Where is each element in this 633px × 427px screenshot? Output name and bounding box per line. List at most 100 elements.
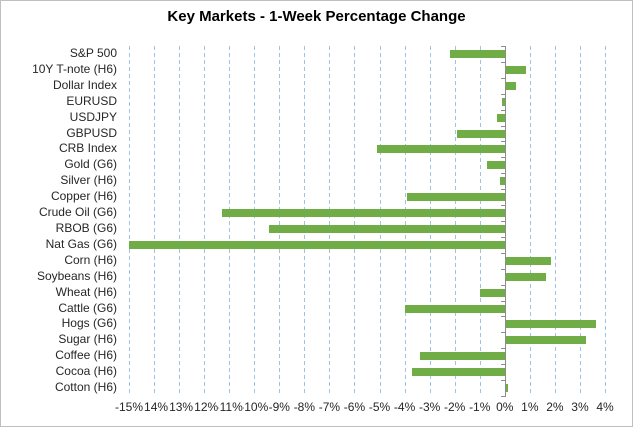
category-label: Gold (G6): [64, 157, 117, 172]
axis-tick: [500, 205, 506, 206]
gridline: [304, 46, 306, 396]
value-tick-label: -3%: [418, 400, 441, 414]
category-axis: S&P 500 10Y T-note (H6) Dollar Index EURUSD…: [1, 46, 117, 396]
value-tick-label: 1%: [520, 400, 539, 414]
value-tick-label: 3%: [570, 400, 590, 414]
gridline: [404, 46, 406, 396]
axis-tick: [500, 332, 506, 333]
axis-tick: [500, 189, 506, 190]
bar-s-p-500: [449, 49, 505, 58]
bar-crb-index: [377, 145, 505, 154]
gridline: [429, 46, 431, 396]
bar-silver-h6: [499, 177, 505, 186]
value-tick-label: -14%: [139, 400, 169, 414]
category-label: Dollar Index: [52, 77, 117, 92]
bar-hogs-g6: [505, 320, 596, 329]
bar-wheat-h6: [479, 288, 505, 297]
bar-cotton-h6: [505, 384, 509, 393]
value-tick-label: -13%: [164, 400, 194, 414]
value-tick-label: 2%: [545, 400, 565, 414]
value-tick-label: 0%: [495, 400, 514, 414]
axis-tick: [500, 237, 506, 238]
category-label: Hogs (G6): [61, 316, 117, 331]
axis-tick: [500, 78, 506, 79]
bar-corn-h6: [505, 256, 551, 265]
value-tick-label: -8%: [293, 400, 316, 414]
chart-title: Key Markets - 1-Week Percentage Change: [167, 8, 466, 25]
gridline: [579, 46, 581, 396]
gridline: [554, 46, 556, 396]
category-label: Cocoa (H6): [55, 364, 117, 379]
bar-cocoa-h6: [412, 368, 505, 377]
bar-dollar-index: [505, 81, 516, 90]
bar-gbpusd: [457, 129, 505, 138]
category-label: USDJPY: [69, 109, 117, 124]
value-tick-label: -11%: [215, 400, 244, 414]
bar-usdjpy: [497, 113, 505, 122]
axis-tick: [500, 348, 506, 349]
category-label: Cattle (G6): [58, 300, 117, 315]
plot-area: [129, 46, 606, 397]
value-tick-label: 4%: [595, 400, 615, 414]
gridline: [229, 46, 231, 396]
gridline: [204, 46, 206, 396]
category-label: Silver (H6): [60, 173, 117, 188]
axis-tick: [500, 126, 506, 127]
value-tick-label: -7%: [318, 400, 341, 414]
category-label: Corn (H6): [64, 252, 117, 267]
axis-tick: [500, 396, 506, 397]
axis-tick: [500, 316, 506, 317]
axis-tick: [500, 94, 506, 95]
value-tick-label: -1%: [468, 400, 491, 414]
gridline: [605, 46, 606, 396]
category-label: GBPUSD: [66, 125, 117, 140]
category-label: 10Y T-note (H6): [32, 61, 117, 76]
category-label: Sugar (H6): [58, 332, 117, 347]
axis-tick: [500, 285, 506, 286]
bar-crude-oil-g6: [221, 209, 505, 218]
bar-coffee-h6: [419, 352, 505, 361]
axis-tick: [500, 62, 506, 63]
category-label: Soybeans (H6): [36, 268, 117, 283]
bar-soybeans-h6: [505, 272, 546, 281]
axis-tick: [500, 269, 506, 270]
value-tick-label: -2%: [443, 400, 466, 414]
category-label: CRB Index: [58, 141, 117, 156]
category-label: Wheat (H6): [55, 284, 117, 299]
value-tick-label: -6%: [343, 400, 366, 414]
bar-copper-h6: [407, 193, 505, 202]
value-tick-label: -4%: [393, 400, 416, 414]
gridline: [529, 46, 531, 396]
axis-tick: [500, 380, 506, 381]
axis-tick: [500, 301, 506, 302]
value-tick-label: -15%: [114, 400, 144, 414]
bar-nat-gas-g6: [129, 240, 505, 249]
category-label: RBOB (G6): [55, 220, 117, 235]
axis-tick: [500, 221, 506, 222]
bar-cattle-g6: [404, 304, 505, 313]
value-tick-label: -10%: [239, 400, 269, 414]
category-label: Crude Oil (G6): [38, 205, 117, 220]
axis-tick: [500, 157, 506, 158]
gridline: [179, 46, 181, 396]
gridline: [329, 46, 331, 396]
value-tick-label: -5%: [368, 400, 391, 414]
value-axis: -15% -14% -13% -12% -11% -10% -9% -8% -7% -6% -5% -…: [114, 400, 615, 416]
category-label: Copper (H6): [50, 189, 117, 204]
gridline: [354, 46, 356, 396]
category-label: Nat Gas (G6): [45, 236, 117, 251]
category-label: Cotton (H6): [54, 380, 117, 395]
gridline: [379, 46, 381, 396]
axis-tick: [500, 46, 506, 47]
value-tick-label: -9%: [268, 400, 291, 414]
gridline: [479, 46, 481, 396]
category-label: EURUSD: [66, 93, 117, 108]
axis-tick: [500, 253, 506, 254]
category-label: Coffee (H6): [55, 348, 117, 363]
bar-gold-g6: [487, 161, 505, 170]
bar-rbob-g6: [269, 224, 505, 233]
bar-eurusd: [502, 97, 505, 106]
gridline: [129, 46, 130, 396]
value-tick-label: -12%: [189, 400, 219, 414]
